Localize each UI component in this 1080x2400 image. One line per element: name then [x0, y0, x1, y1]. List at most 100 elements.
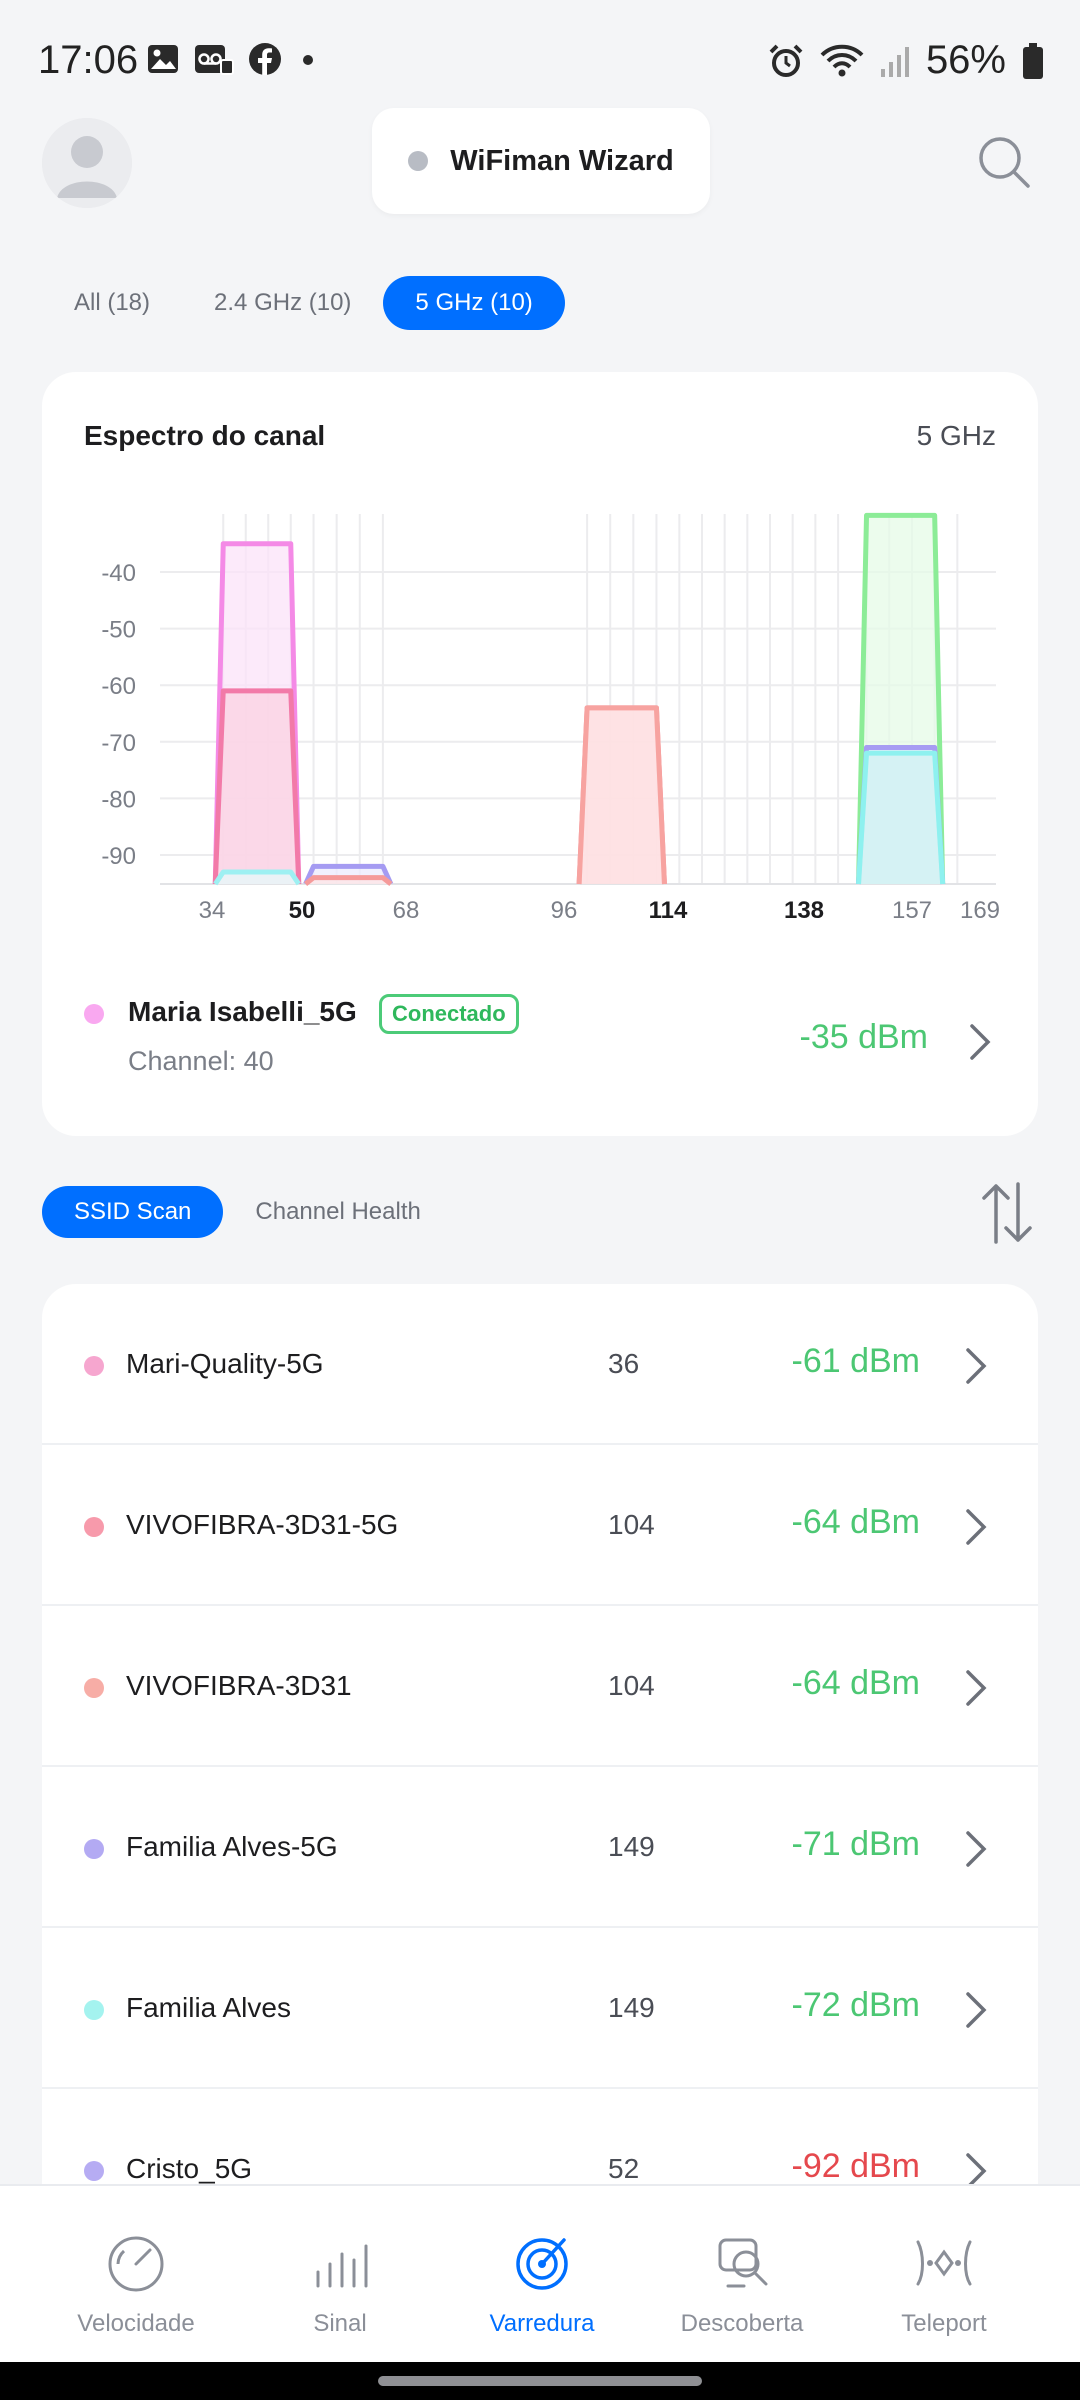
scan-mode-tabs: SSID Scan Channel Health [42, 1186, 453, 1238]
network-channel: 149 [608, 1831, 655, 1862]
network-name: Familia Alves-5G [126, 1831, 338, 1862]
network-channel: 104 [608, 1670, 655, 1701]
network-color-dot [84, 1678, 104, 1698]
chevron-right-icon [966, 1831, 987, 1867]
nav-teleport[interactable]: Teleport [844, 2186, 1044, 2364]
series-line-6 [576, 705, 667, 885]
series-line-9 [856, 750, 946, 885]
network-name: VIVOFIBRA-3D31-5G [126, 1509, 399, 1540]
radar-icon [516, 2238, 568, 2290]
spectrum-title: Espectro do canal [84, 420, 326, 451]
status-left-icons [146, 42, 320, 76]
nav-label: Descoberta [680, 2310, 804, 2337]
sort-button[interactable] [980, 1180, 1034, 1246]
bottom-navigation: Velocidade Sinal Varredura Descoberta [0, 2184, 1080, 2362]
alarm-icon [769, 44, 803, 77]
cell-signal-icon [880, 46, 909, 77]
tab-2-4ghz[interactable]: 2.4 GHz (10) [214, 289, 352, 316]
facebook-icon [249, 43, 281, 75]
x-tick-label: 50 [289, 897, 316, 924]
nav-descoberta[interactable]: Descoberta [642, 2186, 842, 2364]
y-tick-label: -90 [101, 843, 136, 870]
gesture-area [0, 2362, 1080, 2400]
network-row[interactable]: VIVOFIBRA-3D31-5G 104 -64 dBm [42, 1445, 1038, 1606]
network-channel: 52 [608, 2153, 640, 2184]
series-line-7 [856, 512, 946, 885]
tab-5ghz[interactable]: 5 GHz (10) [383, 276, 565, 330]
network-list: Mari-Quality-5G 36 -61 dBm VIVOFIBRA-3D31-5… [42, 1284, 1038, 2204]
x-tick-label: 157 [892, 897, 932, 924]
tab-all[interactable]: All (18) [74, 289, 151, 316]
network-row[interactable]: Mari-Quality-5G 36 -61 dBm [42, 1284, 1038, 1445]
signal-bars-icon [316, 2244, 368, 2288]
network-channel: 36 [608, 1348, 640, 1379]
wifi-icon [820, 44, 864, 76]
spectrum-chart: -40 -50 -60 -70 -80 -90 34 50 68 96 114 138 157 169 [101, 512, 1000, 924]
series-line-1 [212, 688, 302, 885]
series-line-0 [212, 541, 302, 885]
network-row[interactable]: Familia Alves 149 -72 dBm [42, 1928, 1038, 2089]
series-line-2 [213, 869, 301, 886]
y-tick-label: -50 [101, 617, 136, 644]
status-bar: 17:06 [0, 0, 1080, 120]
tab-channel-health[interactable]: Channel Health [255, 1198, 421, 1225]
network-name: Mari-Quality-5G [126, 1348, 324, 1379]
connected-network-channel: Channel: 40 [128, 1046, 274, 1076]
connected-network-name: Maria Isabelli_5G [128, 996, 357, 1027]
x-tick-label: 114 [649, 897, 688, 924]
series-line-3 [303, 863, 394, 886]
x-tick-label: 68 [393, 897, 420, 924]
search-button[interactable] [976, 134, 1032, 190]
network-row[interactable]: Familia Alves-5G 149 -71 dBm [42, 1767, 1038, 1928]
spectrum-band: 5 GHz [916, 420, 996, 451]
connected-badge: Conectado [379, 994, 519, 1034]
speedometer-icon [108, 2236, 164, 2292]
network-row[interactable]: VIVOFIBRA-3D31 104 -64 dBm [42, 1606, 1038, 1767]
x-tick-label: 34 [199, 897, 226, 924]
wifiman-wizard-button[interactable]: WiFiman Wizard [372, 108, 710, 214]
network-color-dot [84, 2161, 104, 2181]
status-right: 56% [768, 38, 1044, 83]
connected-network-color-dot [84, 1004, 104, 1024]
nav-velocidade[interactable]: Velocidade [36, 2186, 236, 2364]
search-icon [979, 137, 1030, 188]
sort-arrows-icon [982, 1182, 1032, 1244]
tab-ssid-scan[interactable]: SSID Scan [42, 1186, 224, 1238]
nav-label: Sinal [313, 2310, 367, 2337]
nav-varredura[interactable]: Varredura [442, 2186, 642, 2364]
series-area-6 [579, 707, 665, 884]
band-filter-tabs: All (18) 2.4 GHz (10) 5 GHz (10) [42, 276, 565, 330]
network-color-dot [84, 1356, 104, 1376]
network-color-dot [84, 1839, 104, 1859]
chevron-right-icon [966, 1670, 987, 1706]
nav-label: Varredura [489, 2310, 595, 2337]
network-name: VIVOFIBRA-3D31 [126, 1670, 352, 1701]
network-row[interactable]: Cristo_5G 52 -92 dBm [42, 2089, 1038, 2204]
discovery-icon [718, 2238, 768, 2288]
nav-label: Teleport [901, 2310, 987, 2337]
network-color-dot [84, 1517, 104, 1537]
voicemail-icon [195, 45, 234, 75]
network-signal: -64 dBm [791, 1664, 921, 1702]
chevron-right-icon [966, 1348, 987, 1384]
network-channel: 104 [608, 1509, 655, 1540]
network-signal: -71 dBm [791, 1825, 921, 1863]
x-tick-label: 96 [551, 897, 578, 924]
connected-network-signal: -35 dBm [799, 1018, 929, 1056]
connected-network-row[interactable]: Maria Isabelli_5G Conectado Channel: 40 … [84, 982, 996, 1102]
series-line-4 [304, 875, 393, 886]
gallery-icon [148, 45, 178, 73]
battery-percent: 56% [925, 38, 1006, 82]
network-name: Familia Alves [126, 1992, 291, 2023]
home-gesture-bar[interactable] [378, 2376, 702, 2386]
y-tick-label: -70 [101, 730, 136, 757]
user-avatar[interactable] [42, 118, 132, 208]
user-avatar-icon [42, 118, 132, 208]
battery-icon [1023, 42, 1043, 79]
x-tick-label: 138 [784, 897, 824, 924]
nav-label: Velocidade [77, 2310, 195, 2337]
status-time: 17:06 [38, 38, 139, 82]
network-channel: 149 [608, 1992, 655, 2023]
channel-spectrum-card: Espectro do canal 5 GHz -40 -50 -60 -70 -80-… [42, 372, 1038, 1136]
nav-sinal[interactable]: Sinal [240, 2186, 440, 2364]
